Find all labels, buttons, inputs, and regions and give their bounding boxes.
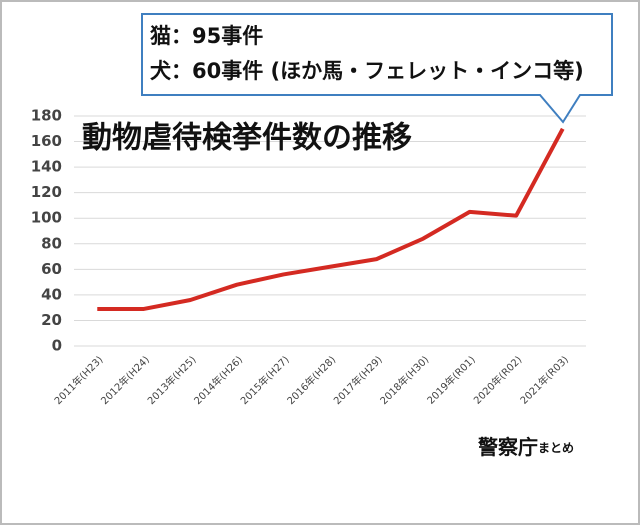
y-tick-label: 0: [52, 337, 62, 355]
source-main: 警察庁: [478, 435, 538, 459]
y-tick-label: 160: [31, 132, 62, 150]
y-tick-label: 80: [41, 234, 62, 252]
source-suffix: まとめ: [538, 441, 574, 455]
chart-title: 動物虐待検挙件数の推移: [82, 121, 412, 156]
y-tick-label: 60: [41, 260, 62, 278]
annotation: 犬：60事件 (ほか馬・フェレット・インコ等): [150, 59, 584, 83]
y-tick-label: 100: [31, 209, 62, 227]
y-tick-label: 180: [31, 107, 62, 125]
annotation: 猫：95事件: [150, 24, 263, 48]
callout-box: [141, 13, 613, 124]
y-tick-label: 140: [31, 158, 62, 176]
source: 警察庁まとめ: [478, 435, 574, 459]
line: [97, 127, 565, 311]
y-tick-label: 120: [31, 183, 62, 201]
y-tick-label: 40: [41, 285, 62, 303]
y-tick-label: 20: [41, 311, 62, 329]
